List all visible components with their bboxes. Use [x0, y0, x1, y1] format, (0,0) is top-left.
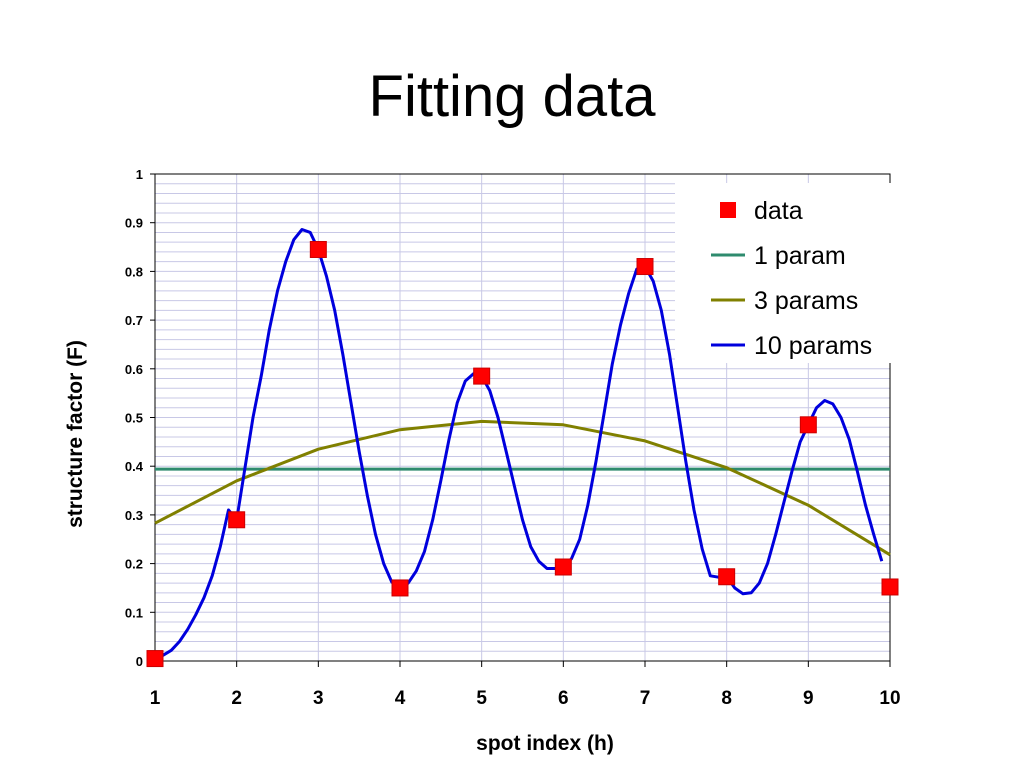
data-point-marker [473, 367, 491, 385]
x-tick-label: 8 [721, 688, 732, 709]
data-point-marker [718, 568, 736, 586]
y-axis-ticks: 0 0.1 0.2 0.3 0.4 0.5 0.6 0.7 0.8 0.9 1 [125, 167, 155, 669]
legend-label: data [754, 197, 803, 225]
legend-label: 3 params [754, 287, 858, 315]
data-point-marker [799, 416, 817, 434]
y-tick-label: 1 [136, 167, 143, 182]
data-point-marker [146, 650, 164, 668]
series-line-10-params [154, 228, 884, 660]
series-layer [146, 228, 899, 668]
y-tick-label: 0 [136, 654, 143, 669]
y-tick-label: 0.3 [125, 508, 143, 523]
y-tick-label: 0.8 [125, 264, 143, 279]
x-tick-label: 4 [395, 688, 406, 709]
legend-box [675, 183, 895, 363]
legend-marker-data [720, 202, 736, 218]
y-tick-label: 0.1 [125, 605, 143, 620]
data-point-marker [881, 578, 899, 596]
x-tick-label: 6 [558, 688, 569, 709]
x-tick-label: 7 [640, 688, 651, 709]
legend-label: 10 params [754, 332, 872, 360]
y-tick-label: 0.7 [125, 313, 143, 328]
legend: data 1 param 3 params 10 params [675, 183, 895, 363]
x-tick-label: 9 [803, 688, 814, 709]
y-axis-label: structure factor (F) [64, 340, 87, 528]
data-point-marker [554, 558, 572, 576]
chart-title: Fitting data [368, 64, 656, 129]
y-tick-label: 0.6 [125, 362, 143, 377]
data-point-marker [228, 511, 246, 529]
y-tick-label: 0.4 [125, 459, 144, 474]
x-axis-ticks: 1 2 3 4 5 6 7 8 9 10 [150, 661, 901, 709]
legend-label: 1 param [754, 242, 846, 270]
x-tick-label: 10 [879, 688, 900, 709]
data-point-marker [391, 579, 409, 597]
y-tick-label: 0.2 [125, 557, 143, 572]
y-tick-label: 0.9 [125, 216, 143, 231]
data-point-marker [636, 258, 654, 276]
series-line-3-params [154, 419, 891, 557]
x-tick-label: 5 [476, 688, 487, 709]
data-point-marker [309, 240, 327, 258]
x-axis-label: spot index (h) [476, 732, 614, 755]
x-tick-label: 3 [313, 688, 324, 709]
y-tick-label: 0.5 [125, 411, 143, 426]
x-tick-label: 2 [231, 688, 242, 709]
x-tick-label: 1 [150, 688, 161, 709]
